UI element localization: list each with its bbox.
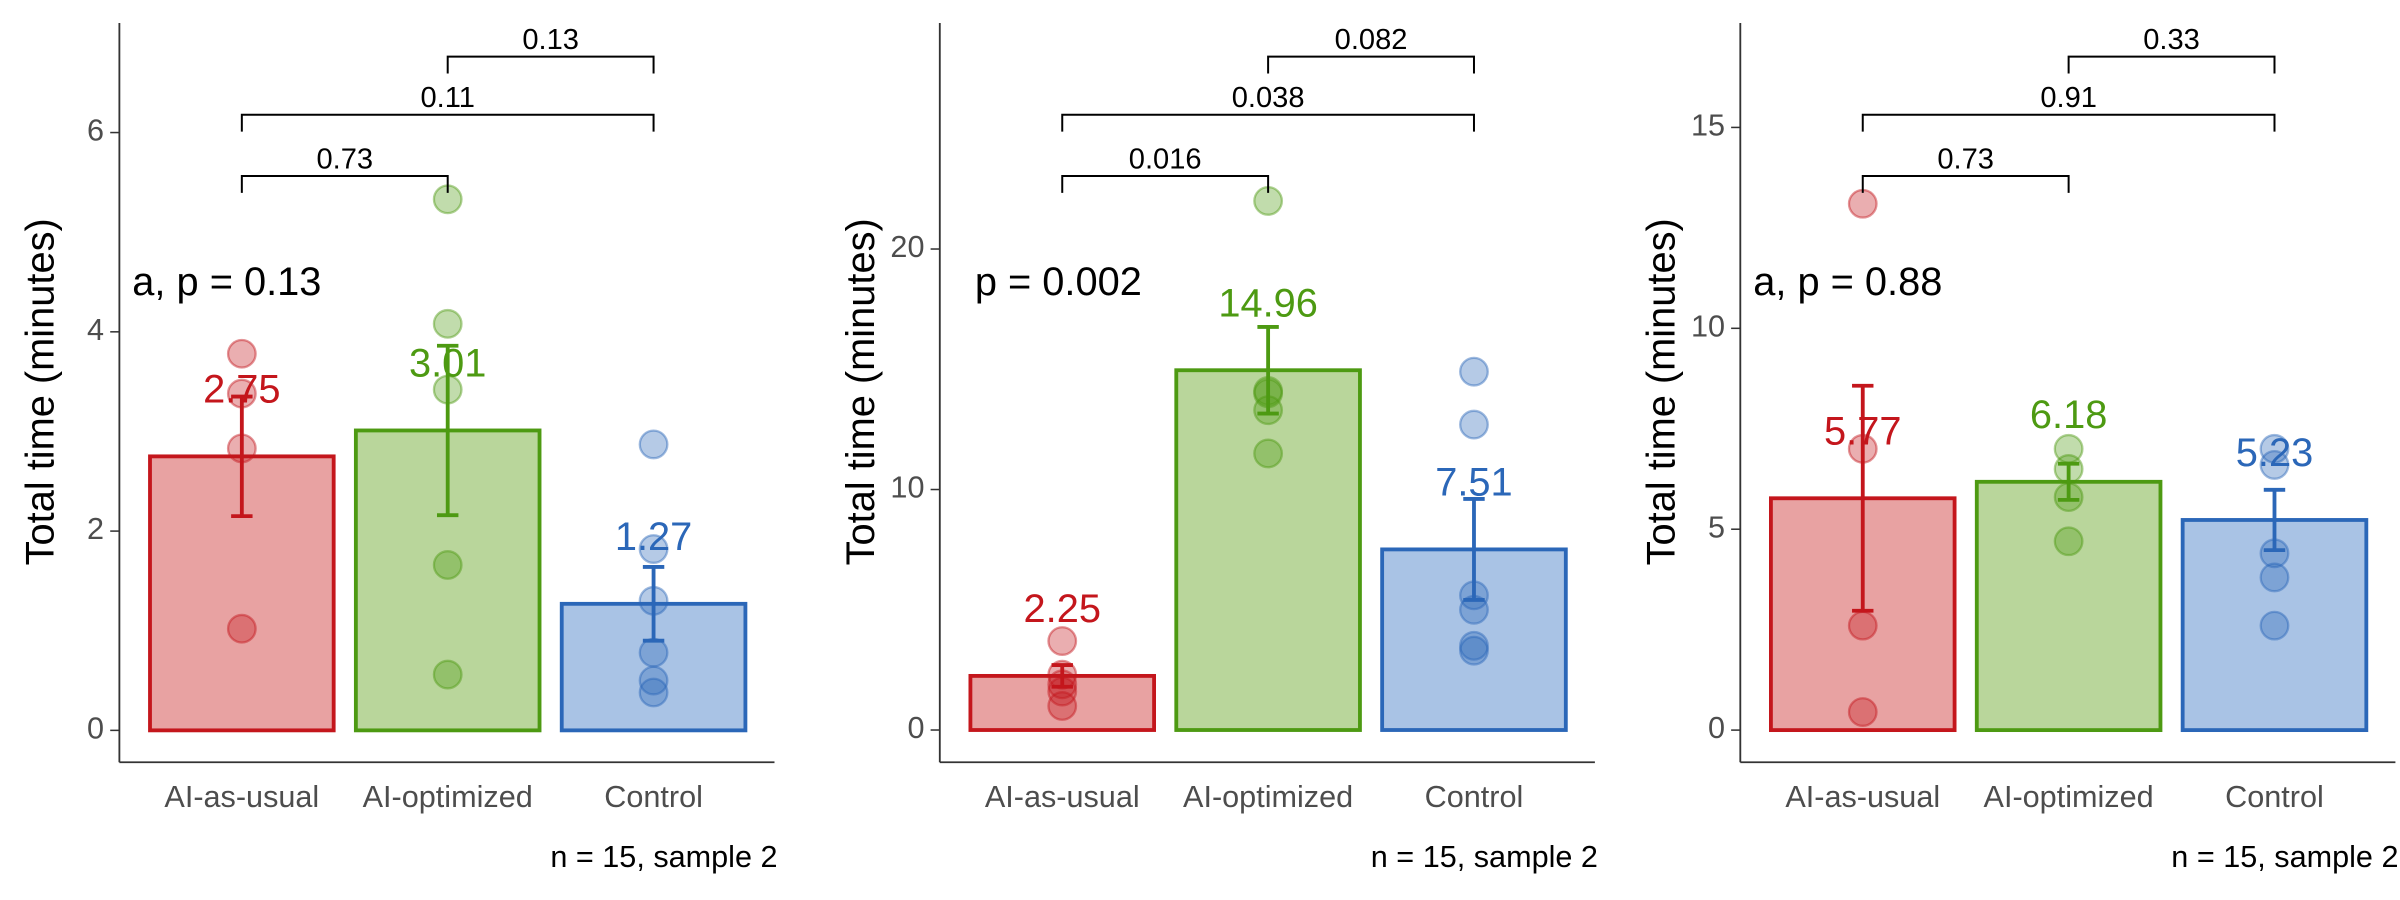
p-value-label: 0.33 bbox=[2143, 24, 2200, 56]
x-tick-label: AI-as-usual bbox=[985, 780, 1140, 814]
significance-bracket bbox=[2067, 55, 2276, 74]
value-label: 6.18 bbox=[2030, 393, 2107, 437]
bar bbox=[968, 673, 1156, 732]
data-point bbox=[1459, 635, 1489, 666]
error-bar bbox=[2057, 461, 2080, 502]
value-label: 1.27 bbox=[615, 515, 692, 559]
data-point bbox=[2053, 526, 2084, 557]
p-value-label: 0.13 bbox=[522, 24, 579, 56]
x-tick-label: AI-as-usual bbox=[164, 780, 319, 814]
x-tick-label: AI-optimized bbox=[363, 780, 533, 814]
significance-bracket bbox=[1267, 55, 1475, 74]
value-label: 2.75 bbox=[203, 368, 280, 412]
data-point bbox=[1047, 691, 1078, 721]
y-axis-title: Total time (minutes) bbox=[1639, 218, 1683, 565]
value-label: 14.96 bbox=[1218, 281, 1318, 325]
data-point bbox=[1847, 610, 1878, 641]
bar bbox=[2180, 518, 2369, 733]
error-bar bbox=[1463, 496, 1485, 602]
value-label: 3.01 bbox=[409, 342, 486, 386]
p-value-label: 0.73 bbox=[316, 143, 373, 175]
data-point bbox=[638, 665, 669, 696]
panel: 0 5 10 15 Total time (minutes) a, p = 0.88 n =… bbox=[1639, 22, 2398, 874]
data-point bbox=[2259, 610, 2290, 641]
significance-bracket bbox=[1861, 113, 2276, 132]
error-bar bbox=[231, 394, 253, 519]
y-tick-label: 15 bbox=[1691, 109, 1725, 143]
x-tick-label: AI-optimized bbox=[1984, 780, 2154, 814]
x-tick-label: AI-optimized bbox=[1183, 780, 1353, 814]
data-point bbox=[226, 338, 257, 369]
p-value-label: 0.038 bbox=[1232, 82, 1305, 114]
y-tick-label: 5 bbox=[1708, 510, 1725, 544]
significance-bracket bbox=[1061, 113, 1475, 132]
data-point bbox=[1459, 356, 1489, 387]
data-point bbox=[638, 637, 669, 668]
y-tick-label: 0 bbox=[907, 711, 924, 745]
significance-bracket bbox=[1861, 175, 2070, 193]
p-value-label: 0.082 bbox=[1335, 24, 1408, 56]
data-point bbox=[638, 429, 669, 460]
y-tick-label: 0 bbox=[1708, 711, 1725, 745]
annotation: a, p = 0.88 bbox=[1753, 260, 1942, 304]
y-tick-label: 2 bbox=[87, 512, 104, 546]
y-axis-title: Total time (minutes) bbox=[839, 218, 883, 565]
y-tick-label: 20 bbox=[890, 230, 924, 264]
y-tick-label: 4 bbox=[87, 313, 104, 347]
error-bar bbox=[642, 565, 665, 643]
caption: n = 15, sample 2 bbox=[550, 840, 777, 874]
data-point bbox=[1847, 188, 1878, 219]
error-bar bbox=[1051, 663, 1073, 689]
error-bar bbox=[436, 343, 459, 518]
data-point bbox=[432, 659, 463, 690]
annotation: p = 0.002 bbox=[975, 260, 1142, 304]
p-value-label: 0.73 bbox=[1937, 143, 1994, 175]
data-point bbox=[2259, 562, 2290, 593]
data-point bbox=[638, 677, 669, 708]
p-value-label: 0.11 bbox=[420, 82, 474, 114]
bar bbox=[1974, 479, 2163, 733]
data-point bbox=[432, 550, 463, 580]
data-point bbox=[638, 534, 669, 564]
error-bar bbox=[1257, 325, 1279, 416]
bar bbox=[1174, 368, 1362, 732]
value-label: 5.23 bbox=[2236, 431, 2313, 475]
value-label: 2.25 bbox=[1024, 587, 1101, 631]
data-point bbox=[226, 613, 257, 644]
significance-bracket bbox=[1061, 175, 1270, 193]
x-tick-label: Control bbox=[2225, 780, 2324, 814]
significance-bracket bbox=[240, 175, 449, 193]
value-label: 7.51 bbox=[1435, 461, 1512, 505]
y-tick-label: 0 bbox=[87, 711, 104, 745]
data-point bbox=[2259, 433, 2290, 464]
data-point bbox=[1459, 630, 1489, 661]
y-tick-label: 6 bbox=[87, 114, 104, 148]
panel: 0 2 4 6 Total time (minutes) a, p = 0.13 n = 1… bbox=[18, 22, 778, 874]
y-tick-label: 10 bbox=[890, 471, 924, 505]
value-label: 5.77 bbox=[1824, 410, 1901, 454]
x-tick-label: AI-as-usual bbox=[1785, 780, 1940, 814]
data-point bbox=[1847, 697, 1878, 727]
p-value-label: 0.016 bbox=[1129, 143, 1202, 175]
caption: n = 15, sample 2 bbox=[1371, 840, 1598, 874]
error-bar bbox=[2263, 487, 2286, 553]
y-axis-title: Total time (minutes) bbox=[18, 218, 62, 565]
y-tick-label: 10 bbox=[1691, 309, 1725, 343]
significance-bracket bbox=[240, 113, 655, 132]
caption: n = 15, sample 2 bbox=[2171, 840, 2398, 874]
p-value-label: 0.91 bbox=[2040, 82, 2097, 114]
data-point bbox=[2259, 449, 2290, 480]
data-point bbox=[1253, 438, 1284, 469]
data-point bbox=[1459, 409, 1489, 440]
x-tick-label: Control bbox=[604, 780, 703, 814]
significance-bracket bbox=[446, 55, 655, 74]
x-tick-label: Control bbox=[1425, 780, 1524, 814]
annotation: a, p = 0.13 bbox=[132, 260, 321, 304]
data-point bbox=[432, 308, 463, 339]
data-point bbox=[1047, 626, 1078, 656]
error-bar bbox=[1852, 383, 1874, 613]
